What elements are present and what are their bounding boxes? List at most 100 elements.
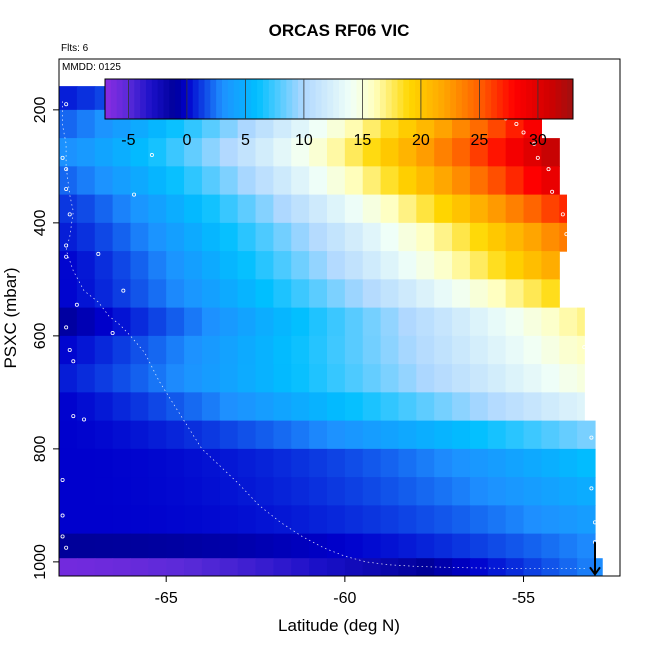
- heatmap-cell: [148, 335, 167, 365]
- heatmap-cell: [416, 477, 435, 506]
- heatmap-cell: [398, 477, 417, 506]
- heatmap-cell: [291, 166, 310, 196]
- heatmap-cell: [434, 392, 453, 422]
- heatmap-cell: [398, 448, 417, 478]
- heatmap-cell: [94, 222, 114, 252]
- heatmap-cell: [94, 533, 114, 559]
- colorbar-segment: [508, 79, 515, 119]
- heatmap-cell: [326, 420, 346, 450]
- colorbar-segment: [286, 79, 293, 119]
- heatmap-cell: [255, 448, 274, 478]
- heatmap-cell: [148, 558, 167, 576]
- heatmap-cell: [523, 222, 542, 252]
- heatmap-cell: [201, 251, 221, 280]
- heatmap-cell: [94, 505, 114, 535]
- heatmap-cell: [255, 138, 274, 167]
- heatmap-cell: [166, 279, 185, 309]
- heatmap-cell: [577, 420, 596, 450]
- heatmap-cell: [94, 558, 114, 576]
- heatmap-cell: [291, 279, 310, 309]
- y-axis-label: PSXC (mbar): [1, 267, 20, 368]
- heatmap-cell: [130, 420, 149, 450]
- heatmap-cell: [487, 558, 507, 576]
- heatmap-cell: [380, 505, 400, 535]
- heatmap-cell: [559, 420, 578, 450]
- heatmap-cell: [505, 420, 525, 450]
- sample-marker: [64, 167, 69, 172]
- colorbar-segment: [350, 79, 358, 119]
- colorbar-tick-label: 5: [241, 132, 250, 149]
- colorbar-segment: [537, 79, 545, 119]
- colorbar-segment: [532, 79, 539, 119]
- sample-marker: [60, 534, 65, 539]
- heatmap-cell: [434, 477, 453, 506]
- heatmap-cell: [94, 166, 114, 196]
- heatmap-cell: [76, 307, 96, 337]
- colorbar-segment: [491, 79, 498, 119]
- colorbar-tick-label: 15: [354, 132, 372, 149]
- heatmap-cell: [112, 251, 132, 280]
- colorbar-segment: [309, 79, 317, 119]
- heatmap-cell: [255, 392, 274, 422]
- sample-marker: [535, 155, 540, 160]
- heatmap-cell: [112, 392, 132, 422]
- heatmap-cell: [523, 477, 542, 506]
- heatmap-cell: [326, 166, 346, 196]
- heatmap-cell: [469, 166, 489, 196]
- heatmap-cell: [148, 505, 167, 535]
- sample-marker: [82, 417, 87, 422]
- date-note: MMDD: 0125: [62, 62, 121, 73]
- heatmap-cell: [523, 505, 542, 535]
- heatmap-cell: [487, 194, 507, 224]
- heatmap-cell: [94, 307, 114, 337]
- heatmap-cell: [148, 307, 167, 337]
- heatmap-cell: [380, 420, 400, 450]
- heatmap-cell: [326, 222, 346, 252]
- heatmap-cell: [398, 279, 417, 309]
- heatmap-cell: [434, 307, 453, 337]
- heatmap-cell: [344, 364, 364, 393]
- heatmap-cell: [273, 335, 292, 365]
- heatmap-cell: [577, 477, 596, 506]
- heatmap-cell: [76, 392, 96, 422]
- heatmap-cell: [112, 166, 132, 196]
- heatmap-cell: [76, 194, 96, 224]
- heatmap-cell: [59, 86, 78, 111]
- heatmap-cell: [130, 138, 149, 167]
- sample-marker: [149, 153, 154, 158]
- heatmap-cell: [76, 251, 96, 280]
- heatmap-cell: [291, 194, 310, 224]
- heatmap-cell: [541, 558, 560, 576]
- heatmap-cell: [94, 251, 114, 280]
- heatmap-cell: [291, 307, 310, 337]
- heatmap-cell: [452, 505, 471, 535]
- heatmap-cell: [201, 279, 221, 309]
- heatmap-cell: [362, 448, 382, 478]
- heatmap-cell: [398, 392, 417, 422]
- heatmap-cell: [505, 166, 525, 196]
- heatmap-cell: [398, 364, 417, 393]
- heatmap-cell: [362, 392, 382, 422]
- heatmap-cell: [344, 392, 364, 422]
- heatmap-cell: [523, 533, 542, 559]
- colorbar-segment: [257, 79, 264, 119]
- heatmap-cell: [416, 558, 435, 576]
- heatmap-cell: [255, 533, 274, 559]
- heatmap-cell: [523, 307, 542, 337]
- heatmap-cell: [255, 166, 274, 196]
- heatmap-cell: [184, 307, 203, 337]
- heatmap-cell: [273, 420, 292, 450]
- heatmap-cell: [148, 194, 167, 224]
- colorbar-segment: [403, 79, 410, 119]
- heatmap-cell: [148, 166, 167, 196]
- heatmap-cell: [434, 194, 453, 224]
- heatmap-cell: [148, 448, 167, 478]
- sample-marker: [564, 232, 569, 237]
- colorbar-segment: [526, 79, 533, 119]
- heatmap-cell: [184, 448, 203, 478]
- heatmap-cell: [291, 222, 310, 252]
- heatmap-cell: [309, 251, 328, 280]
- heatmap-cells: [59, 86, 603, 576]
- heatmap-cell: [523, 335, 542, 365]
